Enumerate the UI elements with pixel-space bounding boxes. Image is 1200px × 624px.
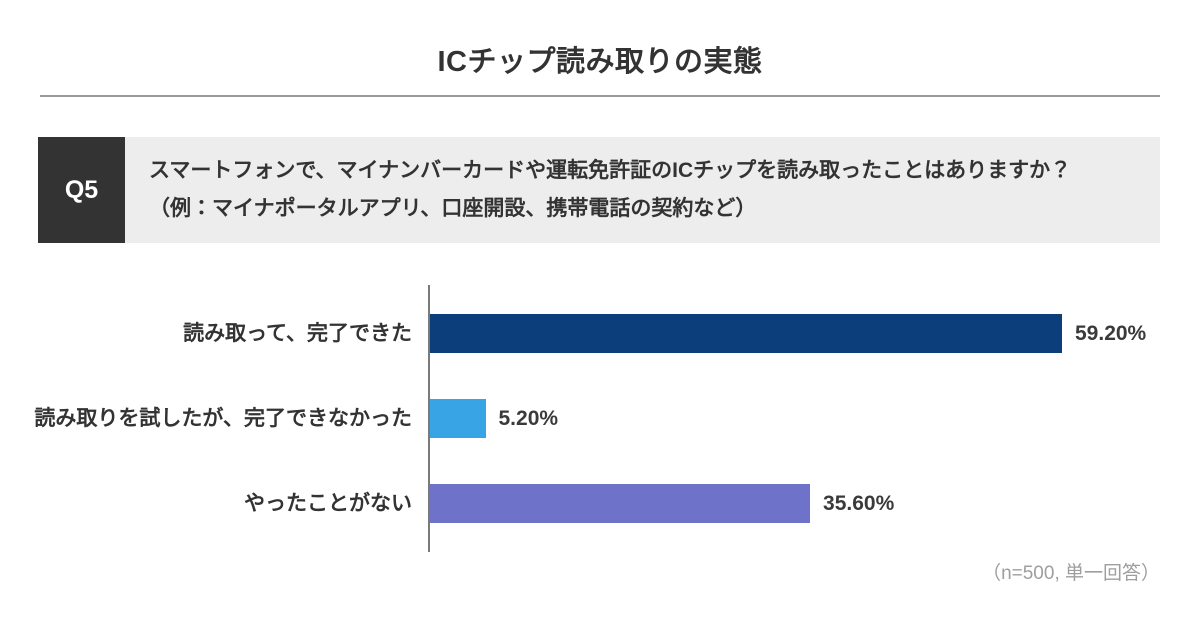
question-block: Q5 スマートフォンで、マイナンバーカードや運転免許証のICチップを読み取ったこ… [38, 137, 1160, 243]
page-title: ICチップ読み取りの実態 [437, 46, 763, 78]
title-divider [40, 95, 1160, 97]
category-label: やったことがない [244, 491, 412, 515]
category-label: 読み取って、完了できた [183, 321, 412, 345]
plot-area: 59.20% 5.20% 35.60% [428, 285, 1200, 552]
bar-value-label: 59.20% [1075, 321, 1147, 345]
bar [430, 484, 811, 523]
question-number-badge: Q5 [38, 137, 125, 243]
bar-chart: 読み取って、完了できた 読み取りを試したが、完了できなかった やったことがない … [0, 285, 1200, 552]
question-line-2: （例：マイナポータルアプリ、口座開設、携帯電話の契約など） [149, 197, 757, 220]
bar-value-label: 5.20% [498, 406, 559, 430]
bar [430, 314, 1062, 353]
category-axis: 読み取って、完了できた 読み取りを試したが、完了できなかった やったことがない [0, 285, 428, 552]
category-label: 読み取りを試したが、完了できなかった [34, 406, 412, 430]
sample-size-note: （n=500, 単一回答） [982, 563, 1160, 584]
bar [430, 399, 486, 438]
bar-row: 35.60% [430, 461, 1200, 546]
bar-value-label: 35.60% [823, 491, 895, 515]
bar-row: 5.20% [430, 376, 1200, 461]
bar-row: 59.20% [430, 291, 1200, 376]
question-text: スマートフォンで、マイナンバーカードや運転免許証のICチップを読み取ったことはあ… [125, 137, 1160, 243]
question-line-1: スマートフォンで、マイナンバーカードや運転免許証のICチップを読み取ったことはあ… [149, 158, 1072, 182]
